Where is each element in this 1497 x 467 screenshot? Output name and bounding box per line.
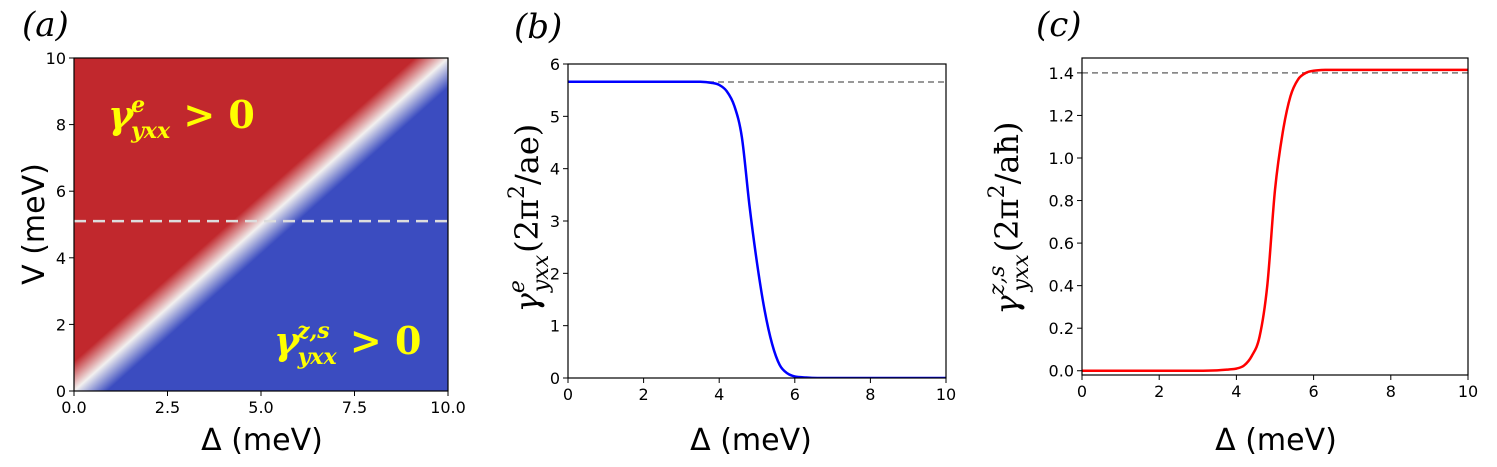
y-tick-label: 0.8 <box>1049 192 1074 211</box>
panel-c-xlabel: Δ (meV) <box>1215 423 1337 458</box>
series-line <box>1082 68 1468 373</box>
y-tick-label: 1.4 <box>1049 64 1074 83</box>
y-tick-label: 4 <box>550 160 560 179</box>
x-tick-label: 6 <box>790 385 800 404</box>
x-tick-label: 10 <box>1458 382 1478 401</box>
x-tick-label: 2 <box>1154 382 1164 401</box>
y-tick-label: 1.2 <box>1049 106 1074 125</box>
panel-a-label: (a) <box>22 5 69 45</box>
axes-frame <box>567 63 947 379</box>
x-tick-label: 2.5 <box>155 398 180 417</box>
panel-c-ylabel: γz,syxx(2π2/aħ) <box>985 121 1034 314</box>
panel-a-axes: 0.0 2.5 5.0 7.5 10.0 0 2 4 6 8 10 <box>46 49 466 417</box>
y-tick-label: 0.2 <box>1049 319 1074 338</box>
x-tick-label: 5.0 <box>248 398 273 417</box>
panel-b-plot <box>568 80 946 378</box>
x-tick-label: 0 <box>563 385 573 404</box>
region-label-bottom: γz,s yxx > 0 <box>274 318 421 370</box>
y-tick-label: 6 <box>56 182 66 201</box>
y-tick-label: 6 <box>550 55 560 74</box>
heatmap-transition-band <box>74 58 448 391</box>
panel-a-ylabel: V (meV) <box>17 163 52 285</box>
y-tick-label: 1.0 <box>1049 149 1074 168</box>
x-tick-label: 7.5 <box>342 398 367 417</box>
y-tick-label: 10 <box>46 49 66 68</box>
panel-c: (c) 0 2 4 6 8 10 0.0 0.2 0.4 0.6 0.8 1.0 1.2 1.4 Δ (m… <box>985 5 1478 458</box>
panel-b-axes: 0 2 4 6 8 10 0 1 2 3 4 5 6 <box>550 55 956 404</box>
axes-frame <box>1081 57 1469 376</box>
x-tick-label: 4 <box>714 385 724 404</box>
x-tick-label: 8 <box>1386 382 1396 401</box>
x-tick-label: 10.0 <box>430 398 466 417</box>
y-tick-label: 5 <box>550 107 560 126</box>
y-tick-label: 1 <box>550 317 560 336</box>
panel-c-plot <box>1082 68 1468 373</box>
y-tick-label: 0 <box>56 382 66 401</box>
y-tick-label: 3 <box>550 212 560 231</box>
y-tick-label: 0.6 <box>1049 234 1074 253</box>
panel-a-xlabel: Δ (meV) <box>201 423 323 458</box>
y-tick-label: 4 <box>56 249 66 268</box>
panel-b-ylabel: γeyxx(2π2/ae) <box>505 124 554 313</box>
panel-a: (a) 0.0 2.5 5.0 7.5 10.0 0 2 4 6 8 10 γe yxx > 0 γz… <box>17 5 466 458</box>
y-tick-label: 2 <box>56 315 66 334</box>
y-tick-label: 0.0 <box>1049 362 1074 381</box>
y-tick-label: 8 <box>56 116 66 135</box>
series-line <box>568 80 946 378</box>
y-tick-label: 0 <box>550 369 560 388</box>
x-tick-label: 4 <box>1231 382 1241 401</box>
panel-b: (b) 0 2 4 6 8 10 0 1 2 3 4 5 6 Δ (meV) γeyxx(2π2/ae) <box>505 7 956 458</box>
heatmap <box>74 58 448 391</box>
x-tick-label: 6 <box>1309 382 1319 401</box>
panel-b-label: (b) <box>514 7 562 47</box>
panel-c-label: (c) <box>1036 5 1082 45</box>
y-tick-label: 2 <box>550 264 560 283</box>
region-label-top: γe yxx > 0 <box>108 92 255 144</box>
x-tick-label: 8 <box>865 385 875 404</box>
panel-c-axes: 0 2 4 6 8 10 0.0 0.2 0.4 0.6 0.8 1.0 1.2 1.4 <box>1049 57 1478 401</box>
x-tick-label: 0.0 <box>61 398 86 417</box>
panel-b-xlabel: Δ (meV) <box>690 423 812 458</box>
x-tick-label: 0 <box>1077 382 1087 401</box>
x-tick-label: 10 <box>936 385 956 404</box>
x-tick-label: 2 <box>639 385 649 404</box>
y-tick-label: 0.4 <box>1049 277 1074 296</box>
